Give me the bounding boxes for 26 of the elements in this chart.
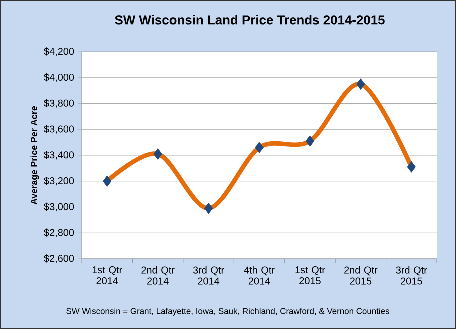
point	[103, 176, 112, 188]
point	[407, 161, 416, 173]
y-tick-label: $3,000	[44, 202, 74, 212]
point	[356, 78, 366, 90]
text: SW Wisconsin = Grant, Lafayette, Iowa, Sauk, Richland, Crawford, & Vernon Counties	[66, 308, 390, 316]
point	[306, 136, 315, 147]
x-tick-label: 1st Qtr 2014	[92, 266, 122, 285]
y-tick-label: $3,200	[44, 177, 74, 186]
x-tick-label: 3rd Qtr 2015	[396, 266, 428, 285]
y-tick-label: $4,000	[44, 74, 74, 82]
y-tick-label: $2,600	[44, 254, 74, 264]
y-tick-label: $2,800	[44, 228, 74, 238]
y-axis-title: Average Price Per Acre	[30, 106, 40, 205]
chart-title: SW Wisconsin Land Price Trends 2014-2015	[115, 15, 385, 25]
y-tick-label: $3,600	[44, 125, 74, 134]
x-tick-label: 2nd Qtr 2014	[142, 266, 175, 285]
x-tick-label: 4th Qtr 2014	[244, 266, 275, 285]
x-tick-label: 3rd Qtr 2014	[193, 266, 224, 285]
x-tick-label: 2nd Qtr 2015	[344, 266, 378, 285]
y-tick-label: $4,200	[44, 48, 74, 56]
point	[154, 148, 162, 160]
point	[255, 142, 264, 154]
point	[204, 202, 214, 214]
y-tick-label: $3,400	[44, 151, 74, 160]
y-tick-label: $3,800	[44, 99, 74, 108]
x-tick-label: 1st Qtr 2015	[296, 266, 326, 285]
